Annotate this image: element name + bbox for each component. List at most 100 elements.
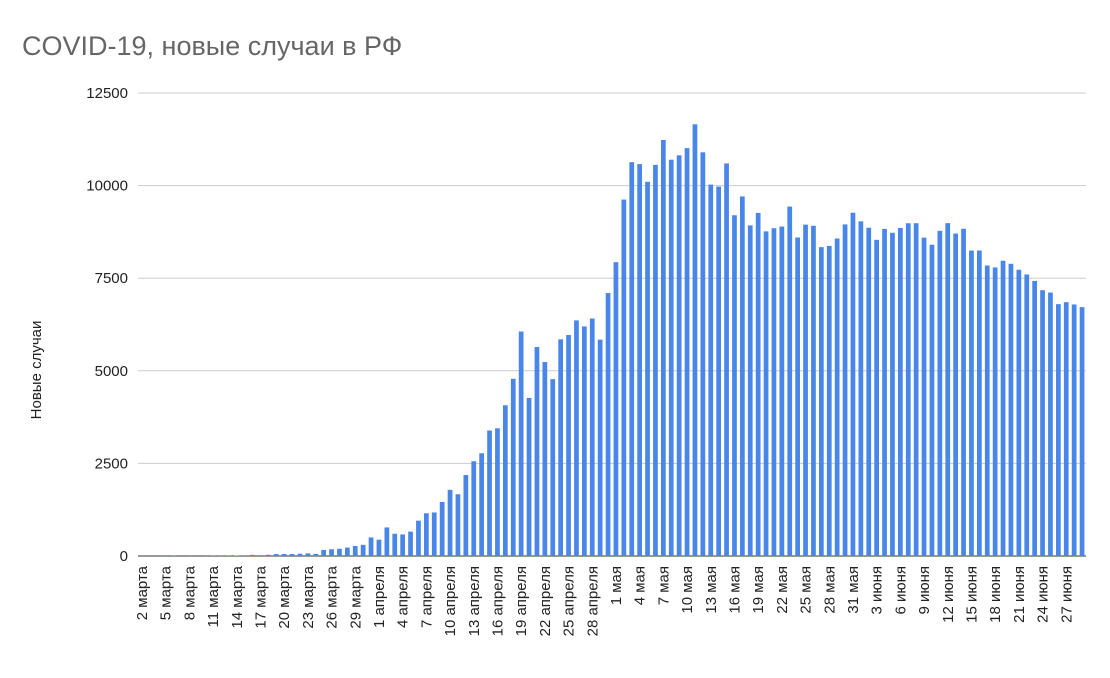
x-tick-label: 11 марта [205, 565, 222, 627]
bar [439, 501, 445, 556]
bar [605, 293, 611, 556]
bar [574, 320, 579, 556]
bar [1024, 274, 1030, 556]
bar [265, 554, 271, 556]
bar [945, 223, 951, 556]
bar [692, 124, 698, 557]
bar [226, 555, 232, 556]
bar [858, 221, 864, 556]
bar [913, 223, 919, 556]
y-tick-label: 12500 [86, 85, 128, 102]
bar [281, 553, 287, 556]
bar [1008, 263, 1014, 556]
bar [929, 244, 935, 557]
bar [724, 163, 729, 556]
bar [1048, 292, 1053, 556]
x-tick-label: 10 апреля [442, 566, 459, 636]
bar [384, 527, 390, 556]
y-tick-label: 7500 [95, 270, 128, 287]
x-tick-label: 27 июня [1058, 566, 1075, 623]
x-tick-label: 25 апреля [561, 566, 578, 636]
bar [755, 212, 761, 556]
x-tick-label: 2 марта [134, 565, 151, 620]
bar [589, 318, 595, 556]
bar [732, 215, 737, 556]
bar [305, 553, 311, 556]
x-tick-label: 1 мая [608, 566, 625, 605]
bar [739, 196, 745, 556]
x-tick-label: 10 мая [679, 566, 696, 614]
bar [961, 228, 966, 557]
y-tick-label: 0 [120, 548, 128, 565]
x-tick-label: 23 марта [300, 565, 317, 628]
bar [368, 537, 374, 556]
bar [344, 547, 350, 556]
bar [866, 227, 872, 556]
x-tick-label: 9 июня [916, 566, 933, 615]
x-tick-label: 3 июня [869, 566, 886, 615]
x-tick-label: 14 марта [229, 565, 246, 628]
bar [850, 212, 856, 556]
x-tick-label: 22 мая [774, 566, 791, 614]
bar [905, 223, 911, 556]
bar [708, 184, 714, 557]
bar [297, 553, 303, 556]
x-tick-label: 7 мая [655, 566, 672, 605]
x-tick-label: 29 марта [347, 565, 364, 628]
x-tick-label: 22 апреля [537, 566, 554, 636]
bar [495, 428, 500, 556]
bar [558, 339, 564, 556]
bar [289, 554, 295, 556]
bar [400, 534, 406, 556]
bar [700, 152, 706, 557]
x-tick-label: 25 мая [798, 566, 815, 614]
bar [921, 237, 927, 556]
x-tick-label: 28 мая [821, 566, 838, 614]
x-tick-label: 8 марта [181, 565, 198, 620]
bar [984, 265, 990, 556]
x-tick-label: 15 июня [963, 566, 980, 623]
bar [1032, 280, 1038, 556]
bar [479, 453, 485, 556]
bar [234, 555, 240, 556]
bar [874, 239, 880, 557]
x-tick-label: 6 июня [892, 566, 909, 615]
bar [431, 512, 437, 556]
bar [992, 267, 998, 556]
x-tick-label: 13 апреля [466, 566, 483, 636]
bar [1000, 260, 1006, 556]
bar [471, 461, 477, 556]
bar [747, 225, 753, 556]
bar [637, 164, 643, 556]
bar [352, 545, 358, 556]
bar [613, 262, 619, 556]
x-tick-label: 28 апреля [584, 566, 601, 636]
bar [416, 520, 421, 556]
x-tick-label: 19 мая [750, 566, 767, 614]
bar [250, 554, 255, 556]
x-tick-label: 16 апреля [489, 566, 506, 636]
bar [826, 245, 832, 556]
bar [542, 362, 548, 556]
bar [1071, 304, 1077, 556]
bar [818, 247, 824, 557]
y-axis-label: Новые случаи [28, 321, 45, 420]
x-tick-label: 4 мая [632, 566, 649, 605]
bar [534, 347, 540, 556]
bar [676, 155, 682, 556]
x-tick-label: 4 апреля [395, 566, 412, 628]
bar [976, 250, 982, 556]
x-tick-label: 17 марта [252, 565, 269, 628]
bar [716, 186, 722, 556]
bar [329, 549, 334, 556]
bar [771, 228, 777, 557]
bar [629, 162, 635, 556]
bar [408, 531, 413, 556]
bar [1055, 304, 1061, 556]
bar [684, 148, 690, 556]
bar [273, 554, 279, 556]
x-tick-label: 31 мая [845, 566, 862, 614]
y-tick-label: 2500 [95, 455, 128, 472]
bar [360, 544, 366, 556]
bar [510, 378, 516, 556]
